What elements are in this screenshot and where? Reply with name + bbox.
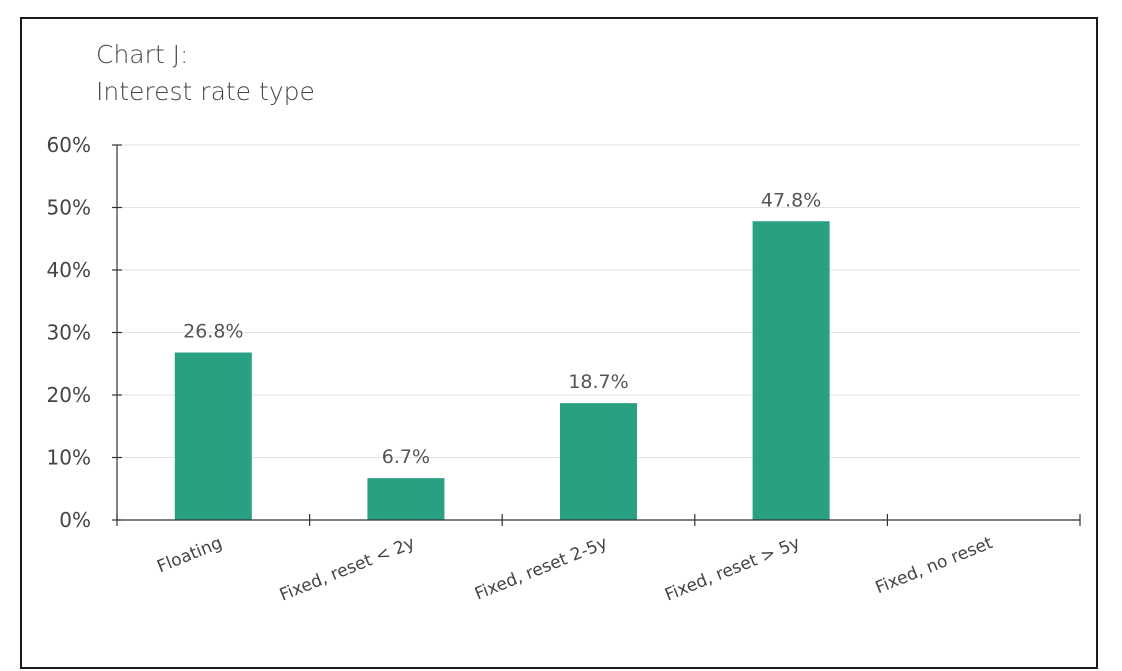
bar	[560, 403, 637, 520]
bars	[174, 221, 830, 520]
axes	[112, 144, 1081, 526]
data-label: 26.8%	[183, 321, 243, 343]
y-tick-label: 0%	[59, 508, 91, 532]
y-tick-label: 60%	[47, 133, 91, 157]
x-tick-label: Fixed, reset > 5y	[662, 533, 803, 605]
bar	[174, 352, 252, 520]
chart-title: Chart J: Interest rate type	[96, 36, 315, 110]
x-axis-labels: Floating Fixed, reset < 2y Fixed, reset 2-…	[154, 533, 996, 606]
data-label: 18.7%	[568, 371, 628, 393]
bar	[367, 478, 445, 520]
data-labels: 26.8% 6.7% 18.7% 47.8%	[183, 189, 821, 468]
y-tick-label: 10%	[47, 446, 91, 470]
chart-frame	[20, 17, 1098, 669]
y-axis-ticks: 0% 10% 20% 30% 40% 50% 60%	[47, 133, 91, 532]
gridlines	[117, 144, 1080, 458]
x-tick-label: Fixed, reset < 2y	[277, 533, 418, 605]
y-tick-label: 50%	[47, 196, 91, 220]
y-tick-label: 40%	[47, 258, 91, 282]
data-label: 47.8%	[761, 189, 821, 211]
y-tick-label: 30%	[47, 321, 91, 345]
bar	[752, 221, 830, 520]
chart-title-line1: Chart J:	[96, 40, 189, 69]
x-tick-label: Floating	[154, 533, 225, 577]
y-tick-label: 20%	[47, 383, 91, 407]
x-tick-label: Fixed, reset 2-5y	[472, 533, 610, 604]
x-tick-label: Fixed, no reset	[873, 533, 996, 598]
chart-title-line2: Interest rate type	[96, 77, 315, 106]
data-label: 6.7%	[382, 446, 430, 468]
